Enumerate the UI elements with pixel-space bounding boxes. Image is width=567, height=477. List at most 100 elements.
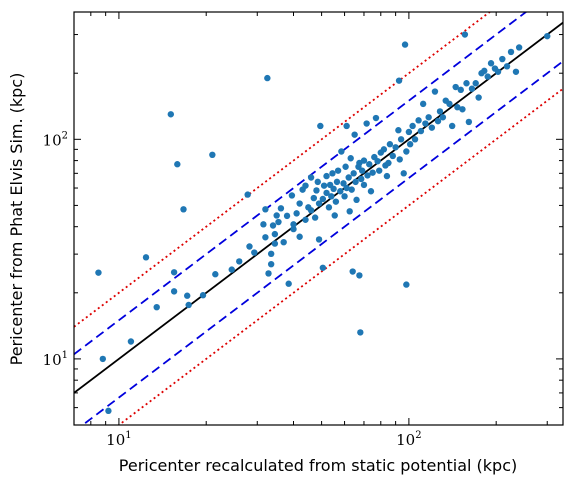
data-point <box>507 48 515 56</box>
data-point <box>329 170 336 177</box>
data-point <box>383 172 391 180</box>
x-tick-label: 101 <box>106 430 131 449</box>
data-point <box>372 114 380 122</box>
data-point <box>346 208 353 215</box>
data-point <box>290 221 297 228</box>
data-point <box>333 178 341 186</box>
data-point <box>275 218 282 226</box>
data-point <box>446 100 453 108</box>
data-point <box>310 194 318 202</box>
data-point <box>348 186 355 193</box>
data-point <box>358 175 365 183</box>
data-point <box>436 108 444 115</box>
data-point <box>343 122 350 130</box>
x-axis-label: Pericenter recalculated from static pote… <box>119 456 517 475</box>
data-point <box>385 159 392 167</box>
data-point <box>293 210 300 217</box>
y-axis-label: Pericenter from Phat Elvis Sim. (kpc) <box>7 73 26 366</box>
data-point <box>290 225 297 233</box>
axis-ticks: 101 102 101 102 <box>43 12 563 449</box>
data-point <box>341 193 348 200</box>
reference-line-1 <box>74 12 528 355</box>
data-point <box>463 80 470 87</box>
data-point <box>364 172 371 179</box>
data-point <box>170 269 178 276</box>
data-point <box>459 106 466 113</box>
plot-frame <box>73 11 564 426</box>
data-point <box>386 141 394 148</box>
data-point <box>428 124 436 131</box>
data-point <box>468 85 476 92</box>
data-point <box>328 193 335 200</box>
data-point <box>431 88 439 95</box>
data-point <box>323 189 330 197</box>
data-point <box>409 122 416 130</box>
data-point <box>369 169 376 176</box>
data-point <box>367 188 375 195</box>
data-point <box>330 185 337 193</box>
data-point <box>153 303 160 311</box>
data-point <box>417 127 425 135</box>
data-point <box>271 230 279 238</box>
data-point <box>457 86 464 94</box>
data-point <box>499 55 506 63</box>
y-tick-label: 101 <box>43 350 68 369</box>
data-point <box>338 148 345 155</box>
data-point <box>350 170 357 177</box>
data-point <box>454 104 461 111</box>
reference-lines <box>74 12 563 425</box>
data-point <box>170 288 178 295</box>
data-point <box>342 163 349 170</box>
data-point <box>512 68 520 75</box>
reference-line-2 <box>81 60 563 425</box>
reference-line-3 <box>74 12 492 328</box>
data-point <box>264 74 271 82</box>
data-point <box>415 117 422 124</box>
data-point <box>271 240 279 247</box>
data-point <box>357 329 364 336</box>
data-point <box>340 180 347 187</box>
data-point <box>296 233 303 240</box>
data-point <box>323 172 330 180</box>
data-point <box>475 94 482 101</box>
data-point <box>397 136 405 143</box>
data-point <box>262 206 269 213</box>
data-point <box>422 120 429 127</box>
data-point <box>389 152 396 160</box>
data-point <box>320 182 328 189</box>
data-point <box>487 60 495 67</box>
data-point <box>199 292 207 299</box>
data-point <box>332 198 340 205</box>
data-point <box>319 264 327 271</box>
data-point <box>374 157 381 165</box>
data-point <box>260 221 267 228</box>
data-point <box>185 301 192 309</box>
data-point <box>439 114 447 121</box>
data-point <box>331 212 338 219</box>
data-point <box>262 234 269 241</box>
data-point <box>212 271 219 278</box>
data-point <box>99 355 107 363</box>
data-point <box>288 192 296 199</box>
data-point <box>392 144 399 151</box>
data-point <box>343 184 350 192</box>
data-point <box>277 205 285 212</box>
data-point <box>244 191 251 198</box>
data-point <box>395 77 403 84</box>
data-point <box>267 250 275 258</box>
data-point <box>411 136 419 143</box>
data-point <box>356 272 363 279</box>
data-point <box>366 161 373 168</box>
data-point <box>503 63 511 70</box>
data-point <box>403 281 410 288</box>
data-point <box>251 249 258 256</box>
data-point <box>349 268 356 275</box>
data-point <box>317 122 324 130</box>
data-point <box>273 212 280 219</box>
data-point <box>285 280 292 287</box>
data-point <box>334 167 342 174</box>
data-point <box>302 182 309 189</box>
data-point <box>352 178 359 186</box>
data-point <box>314 178 321 186</box>
